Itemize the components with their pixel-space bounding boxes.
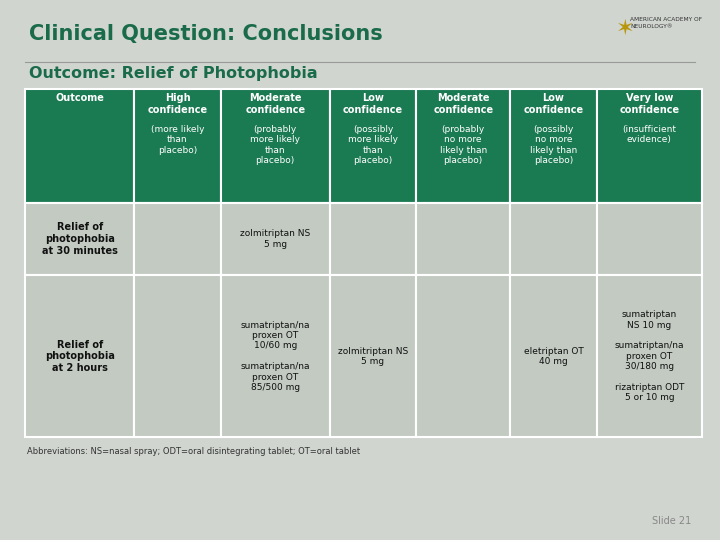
Text: AMERICAN ACADEMY OF
NEUROLOGY®: AMERICAN ACADEMY OF NEUROLOGY® bbox=[630, 17, 702, 29]
FancyBboxPatch shape bbox=[25, 89, 134, 202]
Text: (more likely
than
placebo): (more likely than placebo) bbox=[150, 125, 204, 154]
Text: Very low
confidence: Very low confidence bbox=[619, 93, 680, 115]
Text: High
confidence: High confidence bbox=[148, 93, 207, 115]
FancyBboxPatch shape bbox=[416, 89, 510, 202]
FancyBboxPatch shape bbox=[221, 275, 330, 437]
Text: zolmitriptan NS
5 mg: zolmitriptan NS 5 mg bbox=[240, 230, 310, 248]
FancyBboxPatch shape bbox=[597, 202, 702, 275]
FancyBboxPatch shape bbox=[416, 275, 510, 437]
Text: eletriptan OT
40 mg: eletriptan OT 40 mg bbox=[523, 347, 583, 366]
FancyBboxPatch shape bbox=[25, 275, 134, 437]
Text: Moderate
confidence: Moderate confidence bbox=[433, 93, 493, 115]
Text: Low
confidence: Low confidence bbox=[523, 93, 583, 115]
FancyBboxPatch shape bbox=[134, 275, 221, 437]
Text: Clinical Question: Conclusions: Clinical Question: Conclusions bbox=[29, 24, 382, 44]
Text: (insufficient
evidence): (insufficient evidence) bbox=[622, 125, 676, 144]
Text: (probably
no more
likely than
placebo): (probably no more likely than placebo) bbox=[440, 125, 487, 165]
FancyBboxPatch shape bbox=[510, 89, 597, 202]
FancyBboxPatch shape bbox=[597, 89, 702, 202]
FancyBboxPatch shape bbox=[597, 275, 702, 437]
Text: zolmitriptan NS
5 mg: zolmitriptan NS 5 mg bbox=[338, 347, 408, 366]
Text: Abbreviations: NS=nasal spray; ODT=oral disintegrating tablet; OT=oral tablet: Abbreviations: NS=nasal spray; ODT=oral … bbox=[27, 447, 361, 456]
Text: Low
confidence: Low confidence bbox=[343, 93, 403, 115]
Text: Relief of
photophobia
at 30 minutes: Relief of photophobia at 30 minutes bbox=[42, 222, 117, 255]
FancyBboxPatch shape bbox=[134, 202, 221, 275]
Text: (possibly
no more
likely than
placebo): (possibly no more likely than placebo) bbox=[530, 125, 577, 165]
FancyBboxPatch shape bbox=[330, 275, 416, 437]
Text: (probably
more likely
than
placebo): (probably more likely than placebo) bbox=[251, 125, 300, 165]
Text: sumatriptan/na
proxen OT
10/60 mg

sumatriptan/na
proxen OT
85/500 mg: sumatriptan/na proxen OT 10/60 mg sumatr… bbox=[240, 321, 310, 392]
FancyBboxPatch shape bbox=[330, 202, 416, 275]
FancyBboxPatch shape bbox=[25, 202, 134, 275]
Text: ✶: ✶ bbox=[616, 19, 634, 39]
Text: Moderate
confidence: Moderate confidence bbox=[246, 93, 305, 115]
FancyBboxPatch shape bbox=[330, 89, 416, 202]
Text: sumatriptan
NS 10 mg

sumatriptan/na
proxen OT
30/180 mg

rizatriptan ODT
5 or 1: sumatriptan NS 10 mg sumatriptan/na prox… bbox=[615, 310, 684, 402]
Text: Relief of
photophobia
at 2 hours: Relief of photophobia at 2 hours bbox=[45, 340, 114, 373]
Text: Outcome: Outcome bbox=[55, 93, 104, 104]
Text: (possibly
more likely
than
placebo): (possibly more likely than placebo) bbox=[348, 125, 398, 165]
FancyBboxPatch shape bbox=[221, 202, 330, 275]
FancyBboxPatch shape bbox=[510, 202, 597, 275]
FancyBboxPatch shape bbox=[221, 89, 330, 202]
Text: Outcome: Relief of Photophobia: Outcome: Relief of Photophobia bbox=[29, 66, 318, 81]
FancyBboxPatch shape bbox=[416, 202, 510, 275]
FancyBboxPatch shape bbox=[510, 275, 597, 437]
FancyBboxPatch shape bbox=[134, 89, 221, 202]
Text: Slide 21: Slide 21 bbox=[652, 516, 691, 526]
